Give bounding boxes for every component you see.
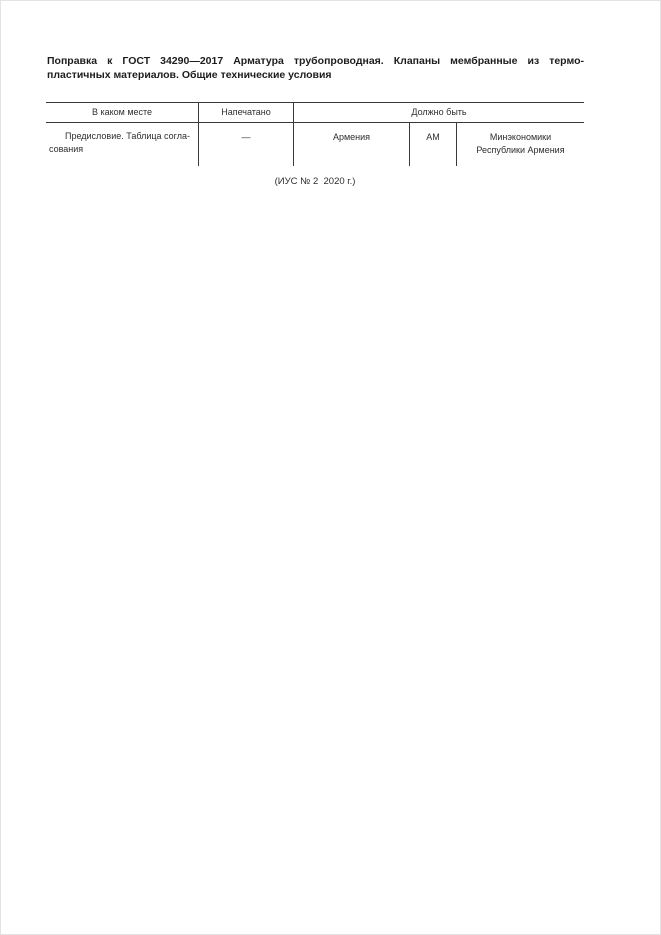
- column-header-printed: Напечатано: [199, 103, 294, 122]
- corrections-table: В каком месте Напечатано Должно быть Пре…: [46, 102, 584, 166]
- document-title-line2: пластичных материалов. Общие технические…: [47, 69, 332, 81]
- ius-issue-note: (ИУС № 2 2020 г.): [274, 176, 356, 187]
- cell-country: Армения: [332, 132, 371, 142]
- cell-place: Предисловие. Таблица согла- сования: [46, 123, 199, 166]
- cell-organization: Минэкономики Республики Армения: [456, 123, 584, 166]
- document-title: Поправка к ГОСТ 34290—2017 Арматура труб…: [47, 54, 584, 82]
- column-header-should-be: Должно быть: [411, 107, 467, 117]
- cell-organization-line1: Минэкономики: [489, 132, 552, 142]
- cell-organization-line2: Республики Армения: [476, 145, 565, 155]
- table-header-row: В каком месте Напечатано Должно быть: [46, 102, 584, 123]
- column-header-place: В каком месте: [46, 103, 199, 122]
- cell-place-line1: Предисловие. Таблица согла-: [65, 131, 190, 141]
- cell-printed: —: [199, 123, 294, 166]
- table-row: Предисловие. Таблица согла- сования — Ар…: [46, 123, 584, 166]
- cell-should-be: Армения АМ Минэкономики Республики Армен…: [294, 123, 584, 166]
- cell-country-code: АМ: [409, 123, 456, 166]
- document-title-line1: Поправка к ГОСТ 34290—2017 Арматура труб…: [47, 55, 584, 67]
- cell-place-line2: сования: [49, 144, 84, 154]
